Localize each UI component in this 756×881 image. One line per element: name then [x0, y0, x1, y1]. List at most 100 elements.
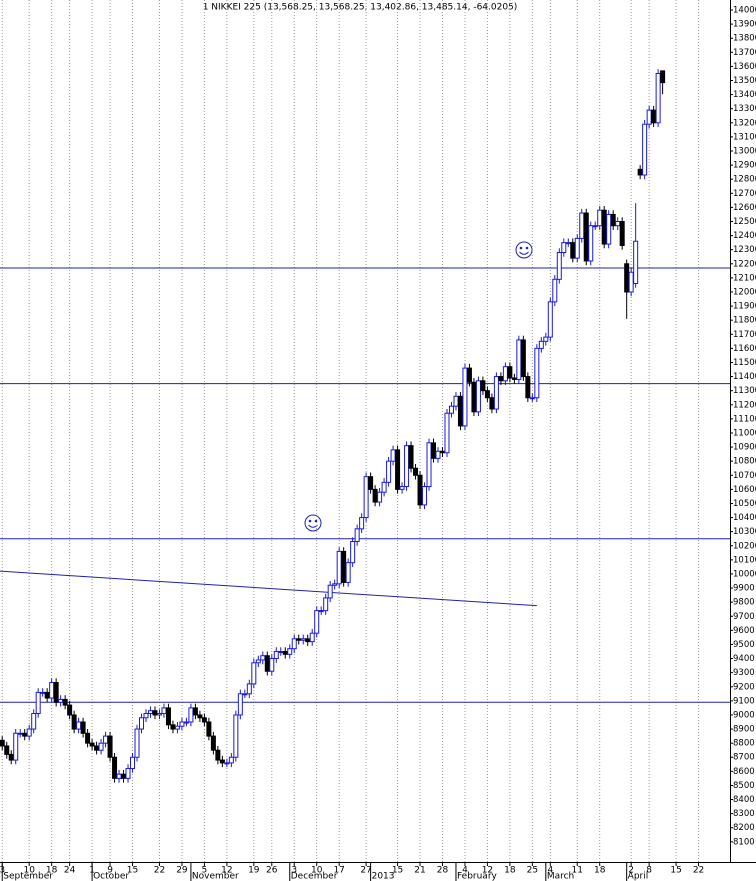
y-tick-label: 9100: [733, 696, 755, 706]
x-tick-label: 15: [670, 866, 681, 876]
candle-body: [134, 728, 140, 758]
candle-body: [224, 762, 230, 765]
month-label: September: [3, 872, 53, 881]
candle-body: [35, 691, 41, 715]
x-tick-label: 4: [547, 866, 553, 876]
y-tick-label: 10300: [733, 527, 756, 537]
y-tick-label: 13400: [733, 90, 756, 100]
month-label: December: [291, 872, 338, 881]
x-tick-label: 24: [64, 866, 76, 876]
x-tick-label: 2: [628, 866, 634, 876]
candle-body: [71, 714, 77, 730]
x-tick-label: 22: [693, 866, 704, 876]
y-tick-label: 11700: [733, 330, 756, 340]
candle-body: [457, 395, 463, 427]
candle-body: [502, 366, 508, 382]
candle-body: [336, 550, 342, 585]
candle-body: [139, 717, 145, 730]
y-tick-label: 12900: [733, 161, 756, 171]
candle-body: [4, 745, 10, 755]
candle-body: [601, 209, 607, 245]
y-tick-label: 8300: [733, 809, 755, 819]
y-tick-label: 8500: [733, 781, 755, 791]
candle-body: [404, 445, 410, 488]
candle-body: [273, 651, 279, 660]
y-tick-label: 11800: [733, 316, 756, 326]
smiley: [515, 241, 533, 259]
y-tick-label: 9200: [733, 682, 755, 692]
y-tick-label: 9300: [733, 668, 755, 678]
month-label: October: [93, 872, 129, 881]
candle-body: [534, 347, 540, 399]
candle-body: [219, 759, 225, 764]
y-tick-label: 8900: [733, 725, 755, 735]
candle-body: [31, 713, 37, 730]
candle-body: [448, 405, 454, 414]
y-tick-label: 13500: [733, 76, 756, 86]
candle-body: [291, 638, 297, 650]
candle-body: [206, 721, 212, 737]
y-tick-label: 11200: [733, 400, 756, 410]
candle-body: [543, 336, 549, 342]
x-tick-label: 4: [462, 866, 468, 876]
y-tick-label: 9000: [733, 710, 755, 720]
candle-body: [53, 682, 59, 703]
candle-body: [156, 713, 162, 716]
candle-body: [251, 662, 257, 685]
y-tick-label: 12800: [733, 175, 756, 185]
candle-body: [125, 768, 131, 779]
x-tick-label: 27: [360, 866, 371, 876]
candle-body: [431, 442, 437, 459]
candle-body: [651, 109, 657, 124]
y-tick-label: 10500: [733, 499, 756, 509]
candle-body: [143, 713, 149, 719]
y-tick-label: 13100: [733, 132, 756, 142]
candle-body: [94, 745, 100, 751]
candle-body: [170, 724, 176, 730]
y-tick-label: 13000: [733, 146, 756, 156]
candle-body: [314, 610, 320, 634]
x-tick-label: 12: [221, 866, 232, 876]
candle-body: [121, 773, 127, 779]
candle-body: [327, 584, 333, 599]
candle-body: [498, 376, 504, 382]
candle-body: [453, 395, 459, 407]
candle-body: [435, 450, 441, 459]
candle-body: [58, 698, 64, 703]
y-tick-label: 13300: [733, 104, 756, 114]
candle-body: [130, 756, 136, 770]
candle-body: [116, 773, 122, 779]
candle-body: [246, 683, 252, 695]
y-tick-label: 13200: [733, 118, 756, 128]
candle-body: [439, 450, 445, 454]
y-tick-label: 10000: [733, 569, 756, 579]
y-tick-label: 8800: [733, 739, 755, 749]
candle-body: [192, 707, 198, 716]
x-tick-label: 8: [646, 866, 652, 876]
candle-body: [242, 693, 248, 696]
candle-body: [44, 691, 50, 699]
candle-body: [579, 212, 585, 239]
y-tick-label: 14000: [733, 6, 756, 16]
candle-body: [556, 252, 562, 280]
candle-body: [147, 710, 153, 715]
y-tick-label: 12300: [733, 245, 756, 255]
month-label: April: [628, 872, 649, 881]
candle-body: [444, 412, 450, 454]
candle-body: [642, 123, 648, 176]
candle-body: [197, 714, 203, 719]
candle-body: [363, 476, 369, 519]
candle-body: [282, 651, 288, 655]
y-tick-label: 10400: [733, 513, 756, 523]
candle-body: [309, 632, 315, 643]
x-tick-label: 10: [23, 866, 35, 876]
y-tick-label: 12000: [733, 287, 756, 297]
candle-body: [597, 209, 603, 227]
candle-body: [161, 707, 167, 715]
candle-body: [552, 278, 558, 303]
candle-body: [305, 638, 311, 643]
candle-body: [471, 381, 477, 413]
x-tick-label: 18: [594, 866, 606, 876]
x-tick-label: 21: [414, 866, 425, 876]
month-label: March: [547, 872, 574, 881]
